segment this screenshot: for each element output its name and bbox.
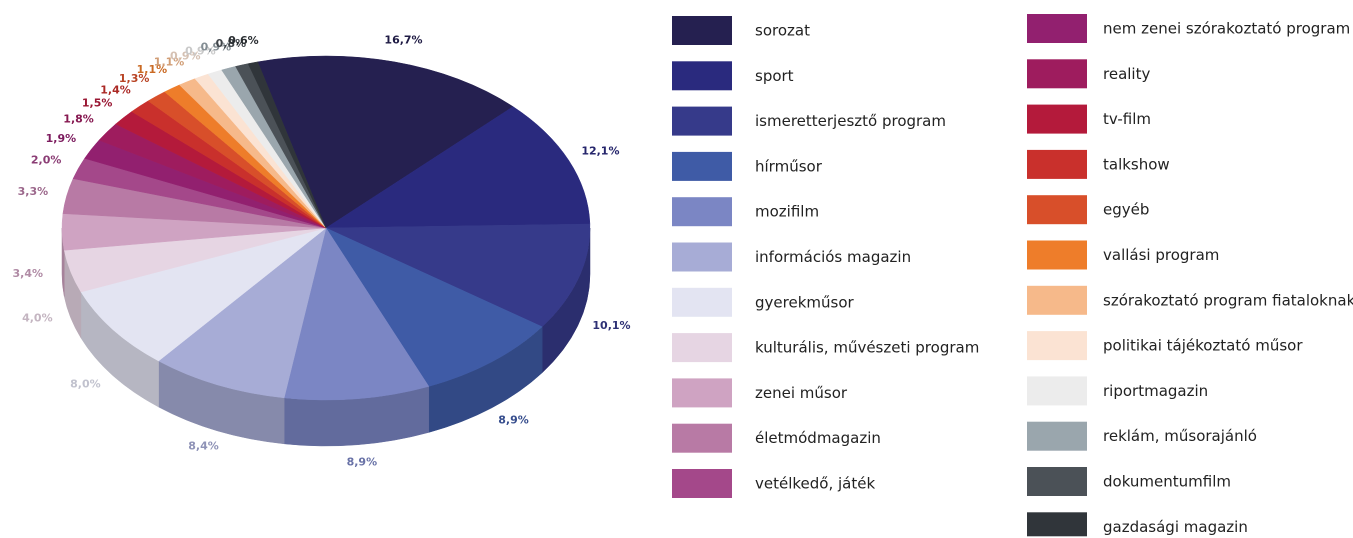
value-label: 8,9% [347, 455, 378, 468]
value-label: 1,1% [154, 56, 185, 69]
slice [283, 227, 430, 401]
legend-swatch [672, 378, 732, 408]
legend-swatch [672, 197, 732, 227]
value-label: 0,6% [228, 34, 259, 47]
value-label: 1,5% [82, 96, 113, 109]
value-label: 1,9% [46, 132, 77, 145]
legend-label: talkshow [1103, 155, 1170, 173]
legend-label: életmódmagazin [755, 429, 881, 447]
value-label: 0,8% [216, 37, 247, 50]
value-label: 1,1% [137, 63, 168, 76]
legend-label: hírműsor [755, 157, 823, 175]
legend-swatch [672, 242, 732, 272]
legend-label: egyéb [1103, 201, 1149, 219]
legend-swatch [1027, 512, 1087, 537]
legend-swatch [1027, 59, 1087, 89]
legend-swatch [672, 151, 732, 181]
legend-swatch [1027, 240, 1087, 270]
slice [325, 227, 543, 387]
legend-label: vallási program [1103, 246, 1219, 264]
legend-label: reklám, műsorajánló [1103, 427, 1257, 445]
legend-swatch [1027, 104, 1087, 134]
legend-swatch [672, 287, 732, 317]
legend-swatch [672, 61, 732, 91]
slice [325, 223, 591, 328]
value-label: 16,7% [384, 33, 422, 46]
value-label: 1,3% [119, 72, 150, 85]
legend-label: ismeretterjesztő program [755, 112, 946, 130]
slice [257, 55, 514, 229]
slice [247, 61, 327, 229]
legend-label: reality [1103, 65, 1150, 83]
value-label: 1,4% [100, 83, 131, 96]
legend-label: riportmagazin [1103, 382, 1208, 400]
legend-swatch [672, 333, 732, 363]
legend-swatch [1027, 14, 1087, 43]
value-label: 8,0% [70, 377, 101, 390]
slice [158, 227, 327, 399]
legend-label: mozifilm [755, 203, 819, 221]
legend-label: sport [755, 67, 794, 85]
value-label: 1,8% [63, 112, 94, 125]
legend-label: vetélkedő, játék [755, 475, 875, 493]
legend-swatch [1027, 195, 1087, 225]
legend-label: politikai tájékoztató műsor [1103, 337, 1303, 355]
value-label: 12,1% [581, 145, 619, 158]
legend-label: dokumentumfilm [1103, 473, 1231, 491]
value-label: 10,1% [592, 319, 630, 332]
legend-swatch [1027, 467, 1087, 496]
value-label: 8,9% [498, 414, 529, 427]
value-label: 0,9% [185, 45, 216, 58]
value-label: 3,4% [13, 267, 44, 280]
value-label: 8,4% [188, 440, 219, 453]
value-label: 2,0% [31, 154, 62, 167]
legend-swatch [672, 106, 732, 136]
legend-swatch [1027, 285, 1087, 315]
legend-label: zenei műsor [755, 384, 848, 402]
legend-label: nem zenei szórakoztató program [1103, 20, 1350, 38]
legend-label: gyerekműsor [755, 293, 854, 311]
legend-swatch [1027, 331, 1087, 361]
legend-swatch [672, 16, 732, 45]
value-label: 0,9% [201, 40, 232, 53]
legend-label: szórakoztató program fiataloknak [1103, 291, 1353, 309]
value-label: 3,3% [18, 185, 49, 198]
legend-swatch [1027, 421, 1087, 451]
legend-swatch [672, 469, 732, 498]
legend-label: kulturális, művészeti program [755, 339, 979, 357]
slice [80, 227, 327, 362]
legend-label: tv-film [1103, 110, 1151, 128]
value-label: 4,0% [22, 312, 53, 325]
legend-label: sorozat [755, 22, 810, 40]
slice [325, 106, 591, 229]
value-label: 0,9% [170, 50, 201, 63]
legend-label: információs magazin [755, 248, 911, 266]
legend-label: gazdasági magazin [1103, 518, 1248, 536]
legend-swatch [1027, 149, 1087, 179]
legend-swatch [672, 423, 732, 453]
legend-swatch [1027, 376, 1087, 406]
